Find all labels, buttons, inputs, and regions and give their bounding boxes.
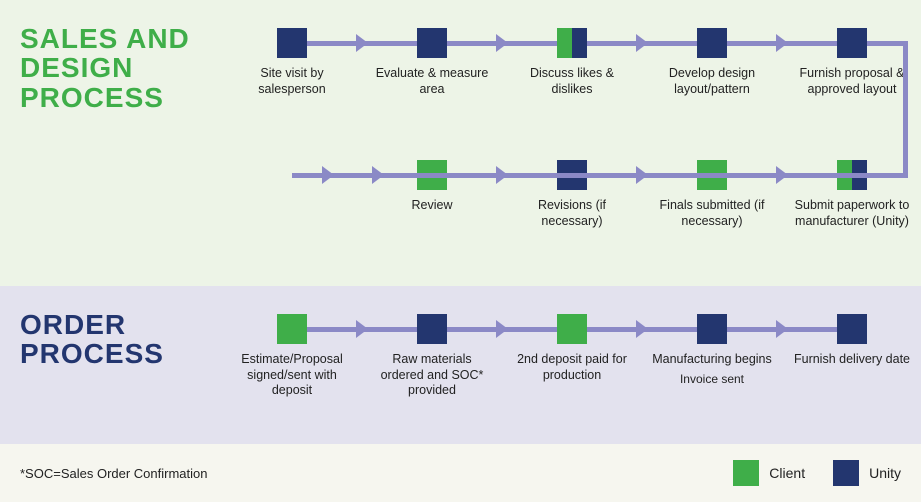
order-panel: ORDERPROCESSEstimate/Proposal signed/sen… <box>0 286 921 444</box>
arrow-right-icon <box>372 166 384 184</box>
arrow-right-icon <box>636 320 648 338</box>
legend-item: Client <box>733 460 805 486</box>
arrow-right-icon <box>356 320 368 338</box>
connector-line <box>903 41 908 178</box>
order-connectors <box>0 286 921 444</box>
connector-line <box>867 41 905 46</box>
legend-swatch <box>833 460 859 486</box>
legend-label: Unity <box>869 465 901 481</box>
arrow-right-icon <box>776 320 788 338</box>
arrow-right-icon <box>322 166 334 184</box>
legend-items: Client Unity <box>733 460 901 486</box>
wrap-connector <box>0 0 921 286</box>
legend-panel: *SOC=Sales Order Confirmation Client Unity <box>0 444 921 502</box>
legend-swatch <box>733 460 759 486</box>
sales-panel: SALES ANDDESIGNPROCESSSite visit by sale… <box>0 0 921 286</box>
legend-label: Client <box>769 465 805 481</box>
arrow-right-icon <box>496 320 508 338</box>
legend-item: Unity <box>833 460 901 486</box>
legend-note: *SOC=Sales Order Confirmation <box>20 466 208 481</box>
